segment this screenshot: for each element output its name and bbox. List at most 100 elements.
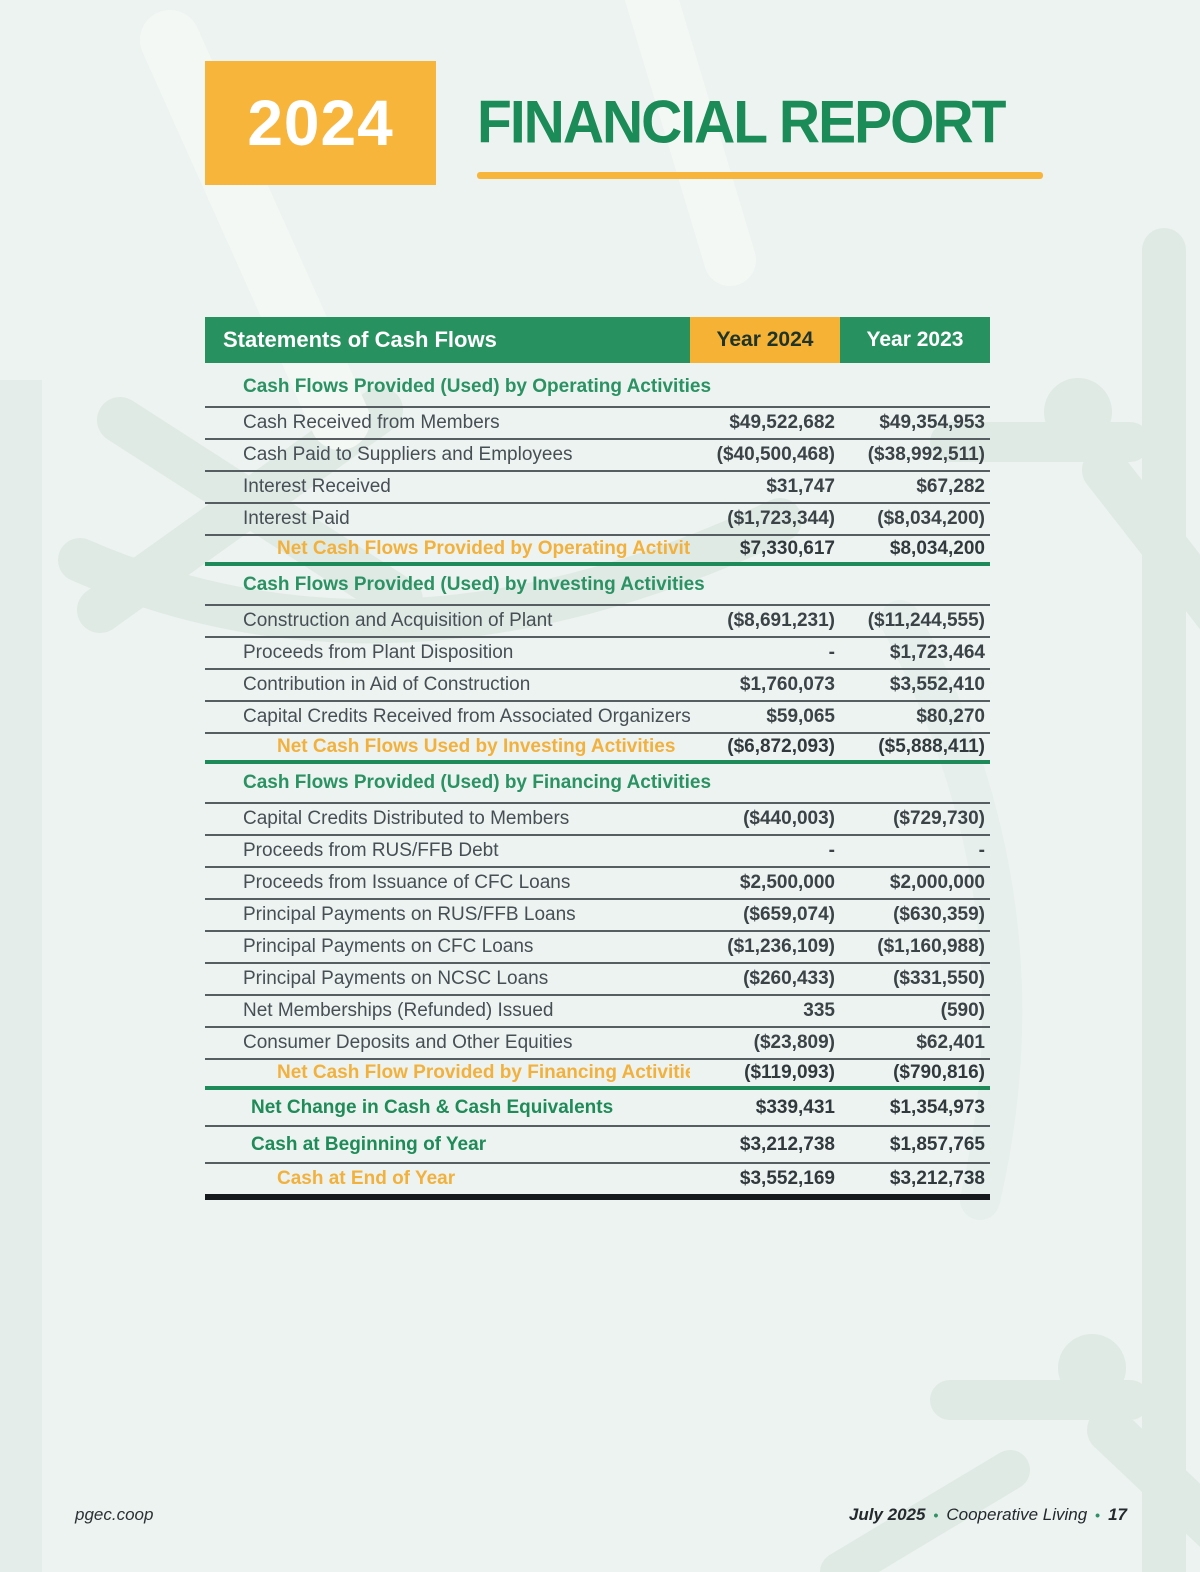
- row-label: Consumer Deposits and Other Equities: [243, 1032, 573, 1053]
- total-row-label: Net Cash Flow Provided by Financing Acti…: [277, 1062, 690, 1083]
- table-row: Cash Paid to Suppliers and Employees ($4…: [205, 440, 990, 472]
- section-total-row-operating: Net Cash Flows Provided by Operating Act…: [205, 536, 990, 566]
- row-value-2024: -: [828, 840, 835, 861]
- row-label: Principal Payments on NCSC Loans: [243, 968, 549, 989]
- row-value-2023: ($729,730): [893, 808, 985, 829]
- row-value-2024: ($659,074): [743, 904, 835, 925]
- table-row: Proceeds from Plant Disposition - $1,723…: [205, 638, 990, 670]
- summary-label: Cash at End of Year: [277, 1168, 456, 1189]
- total-value-2024: ($119,093): [744, 1062, 835, 1083]
- row-label: Interest Received: [243, 476, 391, 497]
- total-value-2024: $7,330,617: [739, 538, 835, 559]
- row-value-2023: ($11,244,555): [867, 610, 985, 631]
- row-value-2023: -: [978, 840, 985, 861]
- title-underline: [477, 172, 1043, 179]
- summary-row-cash-beginning: Cash at Beginning of Year $3,212,738 $1,…: [205, 1127, 990, 1164]
- page-title: FINANCIAL REPORT: [477, 89, 1006, 157]
- column-header-year-2024: Year 2024: [690, 317, 840, 363]
- row-label: Principal Payments on RUS/FFB Loans: [243, 904, 576, 925]
- table-row: Proceeds from Issuance of CFC Loans $2,5…: [205, 868, 990, 900]
- row-value-2023: $2,000,000: [889, 872, 985, 893]
- row-label: Proceeds from Issuance of CFC Loans: [243, 872, 571, 893]
- row-value-2024: ($40,500,468): [716, 444, 835, 465]
- row-value-2024: $1,760,073: [739, 674, 835, 695]
- total-row-label: Net Cash Flows Provided by Operating Act…: [277, 538, 690, 559]
- row-value-2024: ($440,003): [743, 808, 835, 829]
- summary-value-2024: $3,212,738: [739, 1133, 835, 1155]
- cash-flows-table: Statements of Cash Flows Year 2024 Year …: [205, 317, 990, 1200]
- row-label: Cash Received from Members: [243, 412, 500, 433]
- row-value-2023: $62,401: [916, 1032, 985, 1053]
- row-value-2024: $31,747: [766, 476, 835, 497]
- row-value-2023: ($8,034,200): [877, 508, 985, 529]
- table-title: Statements of Cash Flows: [205, 317, 690, 363]
- summary-value-2023: $1,857,765: [889, 1133, 985, 1155]
- footer-publication-name: Cooperative Living: [946, 1505, 1088, 1524]
- summary-row-cash-end: Cash at End of Year $3,552,169 $3,212,73…: [205, 1164, 990, 1200]
- footer-page-number: 17: [1108, 1505, 1127, 1524]
- total-row-label: Net Cash Flows Used by Investing Activit…: [277, 736, 676, 757]
- row-label: Net Memberships (Refunded) Issued: [243, 1000, 554, 1021]
- table-header-row: Statements of Cash Flows Year 2024 Year …: [205, 317, 990, 363]
- row-value-2024: $2,500,000: [739, 872, 835, 893]
- section-total-row-investing: Net Cash Flows Used by Investing Activit…: [205, 734, 990, 764]
- footer-date: July 2025: [848, 1505, 926, 1524]
- table-row: Capital Credits Distributed to Members (…: [205, 804, 990, 836]
- summary-value-2023: $1,354,973: [889, 1096, 985, 1118]
- row-label: Proceeds from Plant Disposition: [243, 642, 514, 663]
- row-value-2023: $67,282: [916, 476, 985, 497]
- table-row: Contribution in Aid of Construction $1,7…: [205, 670, 990, 702]
- row-value-2024: 335: [803, 1000, 835, 1021]
- footer-publication-info: July 2025 • Cooperative Living • 17: [849, 1505, 1127, 1525]
- column-header-year-2023: Year 2023: [840, 317, 990, 363]
- row-value-2023: $3,552,410: [889, 674, 985, 695]
- table-row: Principal Payments on CFC Loans ($1,236,…: [205, 932, 990, 964]
- row-value-2024: -: [828, 642, 835, 663]
- row-value-2023: ($331,550): [893, 968, 985, 989]
- row-label: Construction and Acquisition of Plant: [243, 610, 553, 631]
- footer-separator: •: [1095, 1507, 1101, 1523]
- total-value-2024: ($6,872,093): [727, 736, 835, 757]
- row-label: Interest Paid: [243, 508, 350, 529]
- section-heading-operating: Cash Flows Provided (Used) by Operating …: [205, 368, 990, 408]
- footer-separator: •: [933, 1507, 939, 1523]
- summary-value-2024: $339,431: [755, 1096, 835, 1118]
- row-value-2023: ($630,359): [893, 904, 985, 925]
- row-label: Proceeds from RUS/FFB Debt: [243, 840, 499, 861]
- footer-website: pgec.coop: [75, 1505, 154, 1524]
- row-value-2024: ($260,433): [743, 968, 835, 989]
- summary-row-net-change: Net Change in Cash & Cash Equivalents $3…: [205, 1090, 990, 1127]
- total-value-2023: ($5,888,411): [878, 736, 985, 757]
- row-value-2024: $49,522,682: [729, 412, 835, 433]
- year-badge: 2024: [205, 61, 436, 185]
- year-badge-text: 2024: [247, 87, 394, 159]
- section-heading-financing: Cash Flows Provided (Used) by Financing …: [205, 764, 990, 804]
- row-value-2023: $1,723,464: [889, 642, 985, 663]
- row-label: Principal Payments on CFC Loans: [243, 936, 534, 957]
- row-value-2024: ($1,236,109): [727, 936, 835, 957]
- row-label: Capital Credits Distributed to Members: [243, 808, 570, 829]
- section-total-row-financing: Net Cash Flow Provided by Financing Acti…: [205, 1060, 990, 1090]
- table-row: Net Memberships (Refunded) Issued 335 (5…: [205, 996, 990, 1028]
- table-row: Cash Received from Members $49,522,682 $…: [205, 408, 990, 440]
- summary-value-2023: $3,212,738: [889, 1168, 985, 1189]
- table-row: Construction and Acquisition of Plant ($…: [205, 606, 990, 638]
- table-row: Consumer Deposits and Other Equities ($2…: [205, 1028, 990, 1060]
- table-row: Principal Payments on RUS/FFB Loans ($65…: [205, 900, 990, 932]
- row-label: Capital Credits Received from Associated…: [243, 706, 690, 727]
- row-value-2023: (590): [940, 1000, 985, 1021]
- table-row: Proceeds from RUS/FFB Debt - -: [205, 836, 990, 868]
- summary-label: Cash at Beginning of Year: [251, 1133, 487, 1155]
- total-value-2023: ($790,816): [893, 1062, 985, 1083]
- row-value-2024: ($23,809): [753, 1032, 835, 1053]
- table-row: Interest Paid ($1,723,344) ($8,034,200): [205, 504, 990, 536]
- row-label: Cash Paid to Suppliers and Employees: [243, 444, 573, 465]
- table-row: Capital Credits Received from Associated…: [205, 702, 990, 734]
- row-value-2023: $49,354,953: [879, 412, 985, 433]
- table-row: Interest Received $31,747 $67,282: [205, 472, 990, 504]
- summary-value-2024: $3,552,169: [739, 1168, 835, 1189]
- section-heading-investing: Cash Flows Provided (Used) by Investing …: [205, 566, 990, 606]
- row-value-2023: $80,270: [916, 706, 985, 727]
- row-value-2024: ($8,691,231): [727, 610, 835, 631]
